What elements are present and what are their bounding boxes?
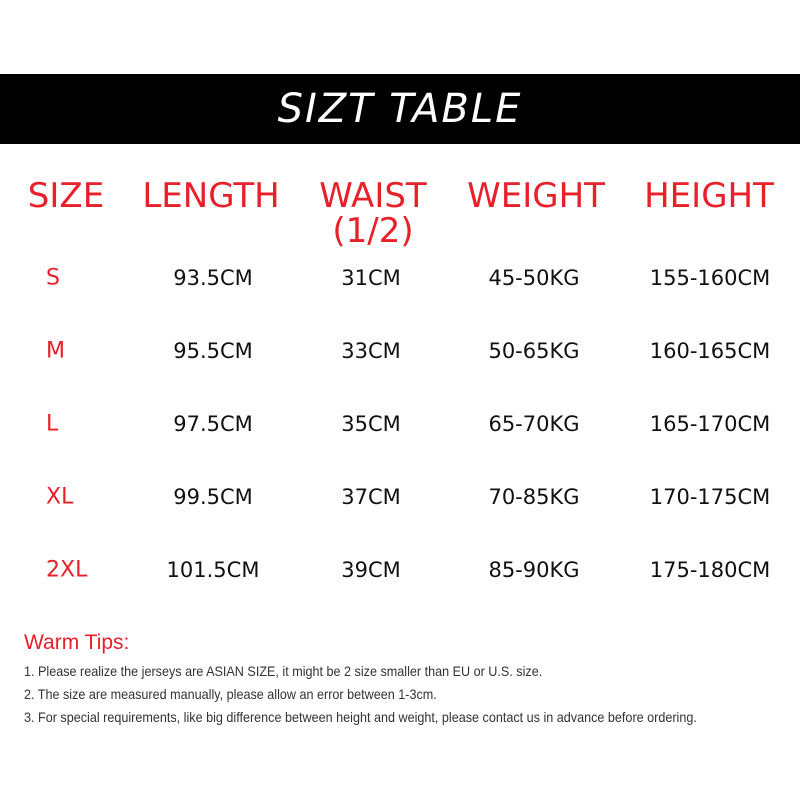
title-banner: SIZT TABLE	[0, 74, 800, 144]
row-waist: 37CM	[341, 485, 401, 509]
row-waist: 33CM	[341, 339, 401, 363]
header-height: HEIGHT	[644, 176, 774, 216]
header-weight: WEIGHT	[467, 176, 605, 216]
row-weight: 50-65KG	[488, 339, 580, 363]
row-weight: 65-70KG	[488, 412, 580, 436]
row-length: 97.5CM	[173, 412, 253, 436]
row-height: 155-160CM	[649, 266, 771, 290]
row-length: 99.5CM	[173, 485, 253, 509]
row-size: L	[46, 411, 59, 437]
row-weight: 70-85KG	[488, 485, 580, 509]
row-height: 165-170CM	[649, 412, 771, 436]
row-waist: 39CM	[341, 558, 401, 582]
row-size: S	[46, 265, 60, 291]
row-height: 175-180CM	[649, 558, 771, 582]
tips-title: Warm Tips:	[24, 631, 130, 654]
header-waist: WAIST	[319, 176, 427, 216]
tip-item: 1. Please realize the jerseys are ASIAN …	[24, 663, 543, 679]
row-size: XL	[46, 484, 74, 510]
row-size: M	[46, 338, 65, 364]
row-weight: 45-50KG	[488, 266, 580, 290]
row-length: 101.5CM	[166, 558, 260, 582]
header-length: LENGTH	[142, 176, 280, 216]
row-size: 2XL	[46, 557, 88, 583]
row-length: 95.5CM	[173, 339, 253, 363]
row-waist: 31CM	[341, 266, 401, 290]
tip-item: 2. The size are measured manually, pleas…	[24, 686, 437, 702]
header-size: SIZE	[27, 176, 105, 216]
row-waist: 35CM	[341, 412, 401, 436]
header-waist-note: (1/2)	[332, 211, 414, 251]
page-title: SIZT TABLE	[277, 86, 523, 132]
row-weight: 85-90KG	[488, 558, 580, 582]
row-length: 93.5CM	[173, 266, 253, 290]
row-height: 160-165CM	[649, 339, 771, 363]
tip-item: 3. For special requirements, like big di…	[24, 709, 697, 725]
row-height: 170-175CM	[649, 485, 771, 509]
